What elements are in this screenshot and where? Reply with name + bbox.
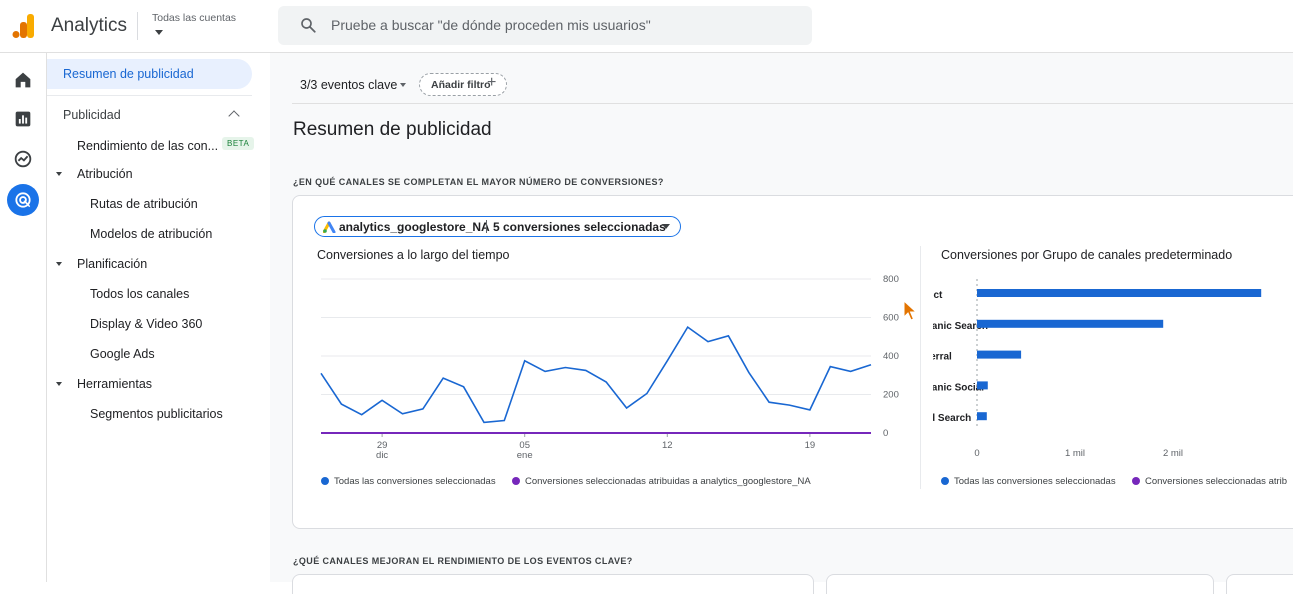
y-tick-label: 800 <box>883 274 899 285</box>
caret-down-icon[interactable] <box>56 172 62 176</box>
bar <box>977 350 1022 359</box>
category-label: Organic Social <box>933 382 984 393</box>
chip-property-name: analytics_googlestore_NA <box>339 220 490 234</box>
sidebar-item-display-video[interactable]: Display & Video 360 <box>90 317 203 331</box>
reports-icon[interactable] <box>12 108 34 130</box>
search-bar[interactable]: Pruebe a buscar "de dónde proceden mis u… <box>278 6 812 45</box>
legend-dot-icon <box>1132 477 1140 485</box>
x-tick-label: ene <box>517 450 533 461</box>
conversions-card: analytics_googlestore_NA 5 conversiones … <box>292 195 1293 529</box>
search-icon <box>301 18 316 33</box>
beta-badge: BETA <box>222 137 255 150</box>
sidebar-item-todos-canales[interactable]: Todos los canales <box>90 287 190 301</box>
analytics-logo-icon[interactable] <box>12 14 36 38</box>
x-tick-label: 1 mil <box>1065 448 1085 459</box>
x-tick-label: 12 <box>662 440 673 451</box>
x-tick-label: 19 <box>805 440 816 451</box>
sidebar-item-modelos-atribucion[interactable]: Modelos de atribución <box>90 227 213 241</box>
bar <box>977 381 988 390</box>
x-tick-label: dic <box>376 450 388 461</box>
chevron-up-icon[interactable] <box>228 110 240 122</box>
main-content: 3/3 eventos clave Añadir filtro + Resume… <box>270 53 1293 594</box>
advertising-nav-button[interactable] <box>7 184 39 216</box>
line-chart-title: Conversiones a lo largo del tiempo <box>317 248 510 262</box>
legend-dot-icon <box>512 477 520 485</box>
chip-conversions-count: 5 conversiones seleccionadas <box>493 220 666 234</box>
plus-icon: + <box>487 74 497 91</box>
add-filter-button[interactable]: Añadir filtro + <box>419 73 507 96</box>
header-divider <box>137 12 138 40</box>
bar <box>977 289 1262 297</box>
chevron-down-icon <box>662 224 670 229</box>
sidebar-item-google-ads[interactable]: Google Ads <box>90 347 155 361</box>
caret-down-icon[interactable] <box>56 262 62 266</box>
home-icon[interactable] <box>12 69 34 91</box>
app-title: Analytics <box>51 15 128 36</box>
key-events-selector[interactable]: 3/3 eventos clave <box>300 78 398 92</box>
bar <box>977 319 1164 328</box>
category-label: Direct <box>933 290 943 301</box>
key-events-card <box>1226 574 1293 594</box>
legend-item-all: Todas las conversiones seleccionadas <box>321 476 496 487</box>
chip-divider <box>486 220 487 233</box>
app-header: Analytics Todas las cuentas Pruebe a bus… <box>0 0 1293 53</box>
x-tick-label: 29 <box>377 440 388 451</box>
category-label: Organic Search <box>933 321 988 332</box>
page-title: Resumen de publicidad <box>293 119 492 140</box>
sidebar-item-segmentos[interactable]: Segmentos publicitarios <box>90 407 223 421</box>
navigation-rail <box>0 53 47 582</box>
sidebar-item-label: Resumen de publicidad <box>63 67 194 81</box>
key-events-card <box>826 574 1214 594</box>
series-line <box>320 325 872 424</box>
property-conversion-selector[interactable]: analytics_googlestore_NA 5 conversiones … <box>314 216 681 237</box>
explore-icon[interactable] <box>12 148 34 170</box>
sidebar-item-atribucion[interactable]: Atribución <box>77 167 133 181</box>
chart-divider <box>920 246 921 489</box>
sidebar: Resumen de publicidad Publicidad Rendimi… <box>47 53 270 582</box>
y-tick-label: 0 <box>883 428 888 439</box>
sidebar-item-rendimiento[interactable]: Rendimiento de las con... <box>77 139 219 153</box>
x-tick-label: 2 mil <box>1163 448 1183 459</box>
advertising-icon <box>15 192 31 208</box>
account-dropdown-icon[interactable] <box>155 30 163 35</box>
bar-chart-title: Conversiones por Grupo de canales predet… <box>941 248 1233 262</box>
category-label: Paid Search <box>933 413 971 424</box>
key-events-card <box>292 574 814 594</box>
sidebar-item-herramientas[interactable]: Herramientas <box>77 377 153 391</box>
legend-dot-icon <box>941 477 949 485</box>
account-selector-label[interactable]: Todas las cuentas <box>152 12 237 24</box>
legend-item-all: Todas las conversiones seleccionadas <box>941 476 1116 487</box>
legend-item-attributed: Conversiones seleccionadas atrib <box>1132 476 1287 487</box>
legend-item-attributed: Conversiones seleccionadas atribuidas a … <box>512 476 811 487</box>
x-tick-label: 0 <box>974 448 979 459</box>
bar <box>977 412 987 421</box>
sidebar-divider <box>47 95 252 96</box>
sidebar-section-publicidad[interactable]: Publicidad <box>63 108 121 122</box>
google-ads-logo-icon <box>323 221 336 233</box>
y-tick-label: 400 <box>883 351 899 362</box>
section-heading-key-events: ¿QUÉ CANALES MEJORAN EL RENDIMIENTO DE L… <box>293 556 633 566</box>
legend-dot-icon <box>321 477 329 485</box>
toolbar-divider <box>292 103 1293 104</box>
mouse-cursor-icon <box>903 300 917 321</box>
sidebar-item-planificacion[interactable]: Planificación <box>77 257 148 271</box>
y-tick-label: 600 <box>883 313 899 324</box>
search-input[interactable]: Pruebe a buscar "de dónde proceden mis u… <box>331 17 651 33</box>
caret-down-icon[interactable] <box>400 83 406 87</box>
section-heading-conversions: ¿EN QUÉ CANALES SE COMPLETAN EL MAYOR NÚ… <box>293 177 664 187</box>
add-filter-label: Añadir filtro <box>431 79 491 91</box>
x-tick-label: 05 <box>519 440 530 451</box>
category-label: Referral <box>933 352 952 363</box>
sidebar-item-rutas-atribucion[interactable]: Rutas de atribución <box>90 197 198 211</box>
sidebar-item-resumen-publicidad[interactable]: Resumen de publicidad <box>47 59 252 89</box>
bar-chart[interactable]: 0 1 mil 2 mil Direct Organic Search Referral O… <box>933 271 1293 471</box>
y-tick-label: 200 <box>883 390 899 401</box>
caret-down-icon[interactable] <box>56 382 62 386</box>
